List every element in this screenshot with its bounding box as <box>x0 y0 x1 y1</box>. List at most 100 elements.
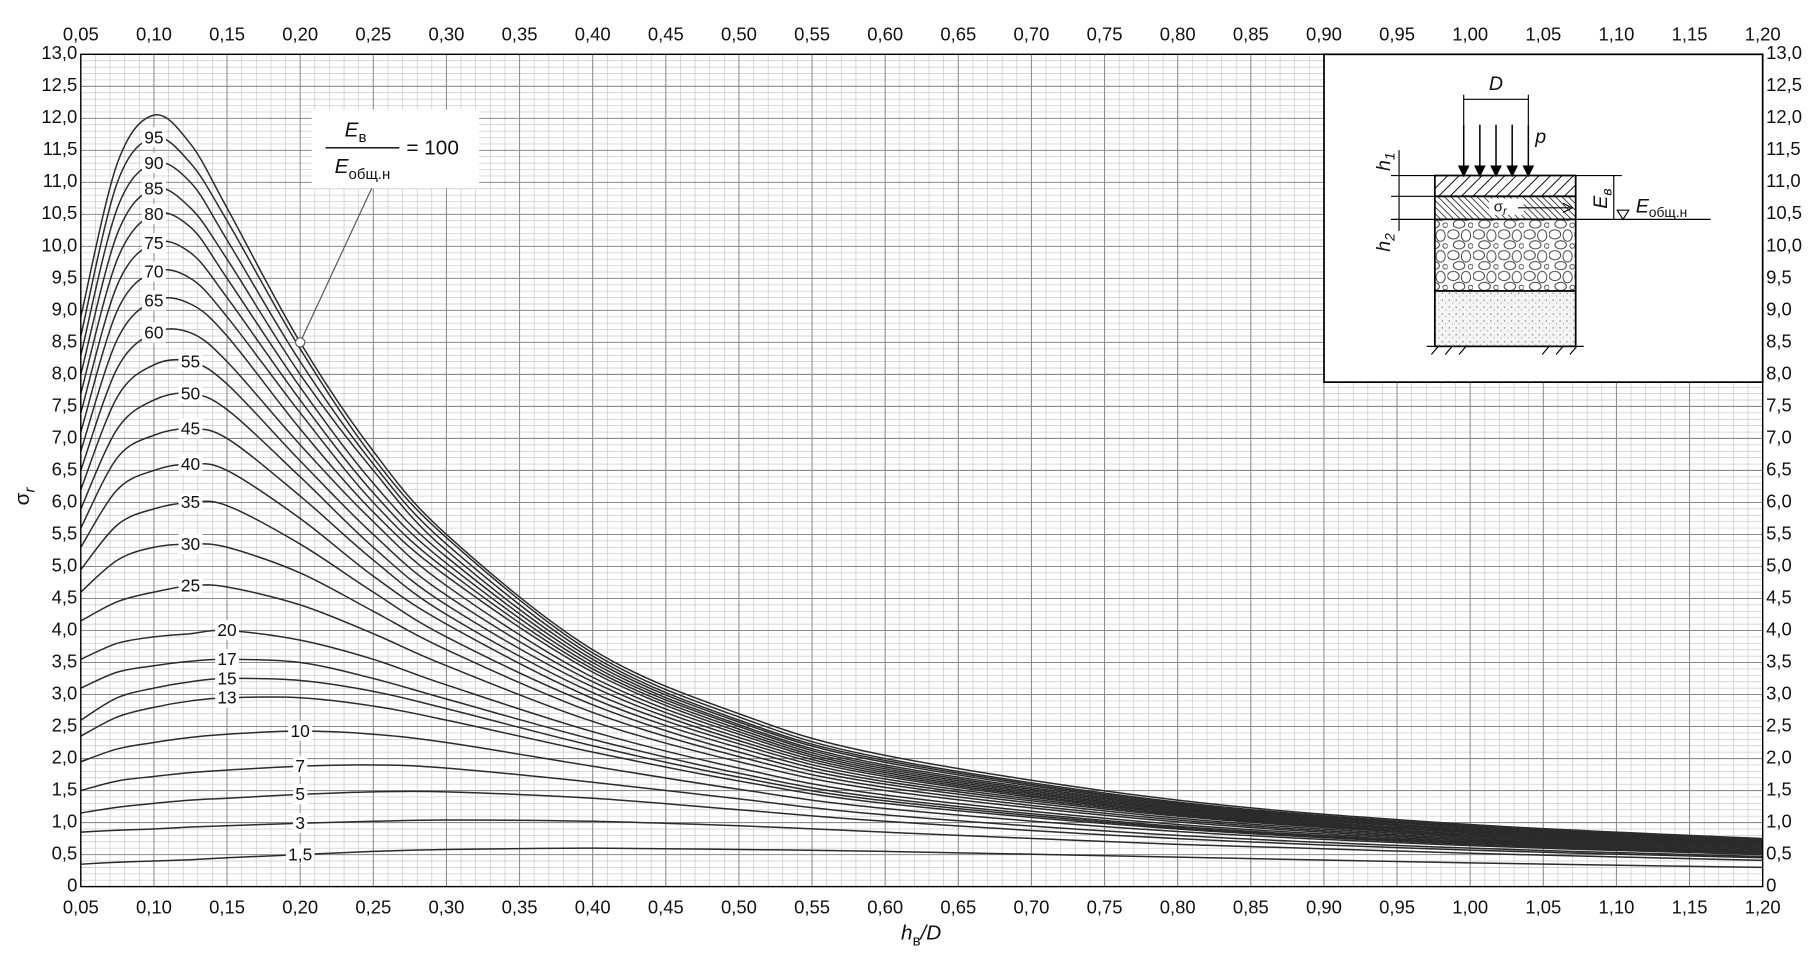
annotation-relation: = <box>406 137 418 160</box>
h2-subscript: 2 <box>1381 233 1397 242</box>
curve-label: 10 <box>291 721 310 741</box>
curve-label-bg <box>293 755 308 776</box>
x-tick-label-top: 0,20 <box>282 24 318 45</box>
x-tick-label-top: 1,20 <box>1745 24 1781 45</box>
x-tick-label: 0,45 <box>648 896 684 917</box>
curve <box>80 296 1763 845</box>
y-tick-label: 5,5 <box>52 522 78 543</box>
curve <box>80 328 1763 846</box>
x-tick-label: 0,50 <box>721 896 757 917</box>
y-tick-label-right: 11,0 <box>1766 170 1801 191</box>
y-tick-label: 4,5 <box>52 586 78 607</box>
y-tick-label-right: 8,5 <box>1766 330 1792 351</box>
x-tick-label: 1,20 <box>1745 896 1781 917</box>
x-tick-label: 0,30 <box>428 896 464 917</box>
curve <box>80 161 1763 842</box>
x-tick-label: 0,25 <box>355 896 391 917</box>
y-tick-label: 5,0 <box>52 554 78 575</box>
curve-label-bg <box>215 620 239 641</box>
y-label-subscript: r <box>22 487 39 493</box>
y-tick-label-right: 1,5 <box>1766 778 1792 799</box>
curve-label: 20 <box>217 620 236 640</box>
x-tick-label: 1,00 <box>1452 896 1488 917</box>
curve-label: 95 <box>144 127 163 147</box>
y-tick-label-right: 7,0 <box>1766 426 1792 447</box>
curve-label: 65 <box>144 291 163 311</box>
x-tick-label-top: 0,60 <box>867 24 903 45</box>
curve <box>80 677 1763 854</box>
y-tick-label: 4,0 <box>52 618 78 639</box>
ev-subscript: в <box>1598 188 1614 195</box>
axes: 0,05 0,05 0,10 0,10 0,15 0,15 0,20 0,20 0,25 0,25… <box>41 24 1802 918</box>
y-tick-label: 0,5 <box>52 842 78 863</box>
h1-subscript: 1 <box>1381 152 1397 160</box>
y-tick-label: 2,0 <box>52 746 78 767</box>
load-arrows <box>1457 124 1535 178</box>
curve <box>80 730 1763 856</box>
leader-line <box>299 187 373 343</box>
y-tick-label-right: 1,0 <box>1766 810 1792 831</box>
num-subscript: в <box>358 129 366 146</box>
x-tick-label-top: 0,35 <box>502 24 538 45</box>
x-tick-label-top: 1,00 <box>1452 24 1488 45</box>
y-tick-label: 1,0 <box>52 810 78 831</box>
x-tick-label: 0,40 <box>575 896 611 917</box>
x-tick-label: 0,15 <box>209 896 245 917</box>
curve-label-bg <box>178 575 203 596</box>
x-tick-label-top: 0,80 <box>1160 24 1196 45</box>
inset: D p σr h1 h2 Eв Eобщ.н <box>1323 53 1764 384</box>
y-tick-label-right: 4,0 <box>1766 618 1792 639</box>
y-tick-label-right: 12,5 <box>1766 74 1802 95</box>
y-tick-label-right: 8,0 <box>1766 362 1792 383</box>
ev-symbol: E <box>1590 195 1612 209</box>
curve-label-bg <box>288 720 313 741</box>
den-symbol: E <box>335 155 350 178</box>
plot-frame <box>80 53 1764 888</box>
stress-subscript: r <box>1503 206 1508 218</box>
layer-1 <box>1433 174 1577 198</box>
x-tick-label-top: 1,05 <box>1525 24 1561 45</box>
annotation-numerator: Eв <box>345 118 367 146</box>
curve-label-bg <box>178 533 203 554</box>
y-tick-label: 0 <box>67 874 77 895</box>
layer-gravel <box>1433 218 1577 292</box>
curve-label: 80 <box>144 204 163 224</box>
x-tick-label-top: 0,05 <box>63 24 99 45</box>
y-tick-label-right: 6,0 <box>1766 490 1792 511</box>
y-tick-label: 6,0 <box>52 490 78 511</box>
curve-label-bg <box>215 649 239 670</box>
x-tick-label-top: 0,90 <box>1306 24 1342 45</box>
y-tick-label-right: 3,0 <box>1766 682 1792 703</box>
modulus-dims <box>1575 174 1711 220</box>
x-tick-label-top: 0,50 <box>721 24 757 45</box>
y-tick-label: 9,0 <box>52 298 78 319</box>
curve-label: 1,5 <box>288 844 312 864</box>
x-tick-label: 0,35 <box>502 896 538 917</box>
curve-label-bg <box>141 178 166 199</box>
curve-label-bg <box>141 152 166 173</box>
den-subscript: общ.н <box>349 166 391 183</box>
y-tick-label: 7,0 <box>52 426 78 447</box>
y-tick-label-right: 0,5 <box>1766 842 1792 863</box>
curve <box>80 696 1763 855</box>
y-tick-label: 3,0 <box>52 682 78 703</box>
x-tick-label: 0,75 <box>1087 896 1123 917</box>
y-tick-label: 7,5 <box>52 394 78 415</box>
etotal-symbol: E <box>1636 195 1650 217</box>
y-tick-label: 8,5 <box>52 330 78 351</box>
inset-h1: h1 <box>1373 152 1398 171</box>
x-tick-label: 1,15 <box>1672 896 1708 917</box>
h2-symbol: h <box>1373 241 1395 252</box>
y-tick-label-right: 3,5 <box>1766 650 1792 671</box>
curve-label-bg <box>293 784 308 805</box>
curve <box>80 819 1763 862</box>
y-tick-label-right: 13,0 <box>1766 42 1802 63</box>
x-tick-label: 0,70 <box>1013 896 1049 917</box>
y-tick-label-right: 2,5 <box>1766 714 1792 735</box>
y-tick-label-right: 6,5 <box>1766 458 1792 479</box>
y-tick-label: 6,5 <box>52 458 78 479</box>
y-tick-label: 12,5 <box>41 74 77 95</box>
x-label-symbol: h <box>901 922 913 945</box>
stress-bg <box>1489 198 1524 215</box>
